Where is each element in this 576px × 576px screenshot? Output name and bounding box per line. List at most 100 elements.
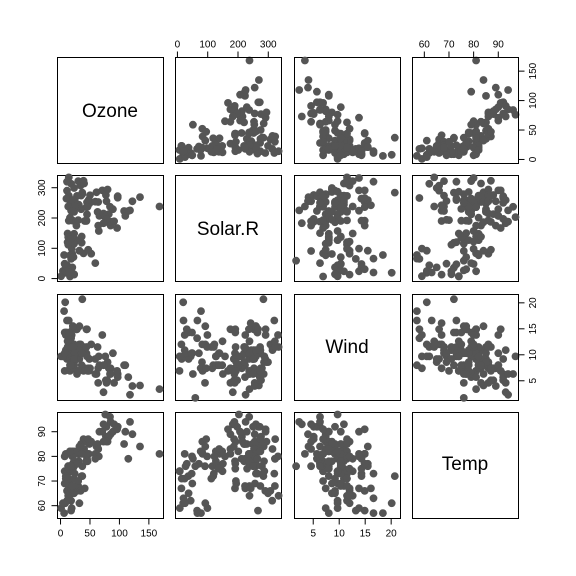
point [175,352,184,361]
point [379,152,387,160]
point [343,207,351,215]
point [297,420,306,429]
point [467,120,476,129]
point [268,132,277,140]
point [496,367,505,375]
point [363,246,372,255]
point [477,232,485,241]
point [203,452,212,461]
point [187,349,196,358]
point [249,370,257,378]
point [136,381,144,390]
point [95,427,104,436]
tick-label: 100 [199,40,216,51]
point [452,196,461,205]
point [316,418,324,426]
point [84,435,93,443]
tick-label: 300 [37,179,48,196]
point [348,177,357,186]
point [482,208,490,216]
point [232,367,240,375]
point [469,331,478,339]
diag-label-wind: Wind [325,337,368,358]
series-temp-vs-wind [292,410,399,517]
point [231,457,239,466]
point [83,202,92,211]
tick-label: 70 [443,40,455,51]
point [93,343,102,351]
point [304,76,313,84]
point [191,394,200,402]
point [271,343,280,351]
point [260,467,269,476]
point [110,420,118,429]
point [491,382,500,390]
point [360,129,369,138]
point [184,489,193,498]
point [74,216,83,225]
tick-label: 100 [528,92,539,109]
point [345,270,354,279]
point [253,149,262,158]
point [501,379,510,387]
point [340,420,348,429]
point [240,358,249,366]
point [246,484,255,493]
point [103,185,112,194]
point [430,173,439,182]
point [297,219,306,228]
point [501,346,510,354]
point [319,128,327,137]
point [245,413,254,421]
series-temp-vs-solar-r [175,410,283,517]
point [307,102,315,110]
point [255,76,263,84]
point [333,467,342,476]
point [215,445,224,453]
point [316,120,324,129]
point [270,316,279,325]
point [363,442,372,451]
point [369,147,378,156]
point [445,367,453,375]
point [450,328,458,337]
point [207,474,216,483]
point [415,145,424,153]
point [69,196,77,205]
point [467,177,476,186]
point [249,462,257,471]
point [355,484,363,493]
point [316,259,324,267]
point [459,145,468,153]
point [367,484,375,493]
point [432,355,441,363]
point [92,188,101,197]
point [260,457,268,466]
point [363,136,372,145]
point [68,207,77,215]
point [437,270,446,279]
series-solar-r-vs-temp [413,173,520,281]
point [440,143,448,152]
point [328,250,336,258]
point [422,246,431,255]
point [321,245,330,254]
point [355,206,363,215]
point [64,240,73,249]
point [67,361,75,370]
point [260,358,268,366]
point [177,340,186,349]
point [462,325,471,334]
point [121,361,130,370]
point [313,450,321,458]
point [487,176,495,185]
point [75,442,84,451]
point [201,379,209,387]
point [442,215,451,224]
point [328,479,336,488]
point [68,482,77,490]
point [437,364,446,373]
point [228,112,237,121]
point [182,459,191,468]
point [102,376,111,385]
